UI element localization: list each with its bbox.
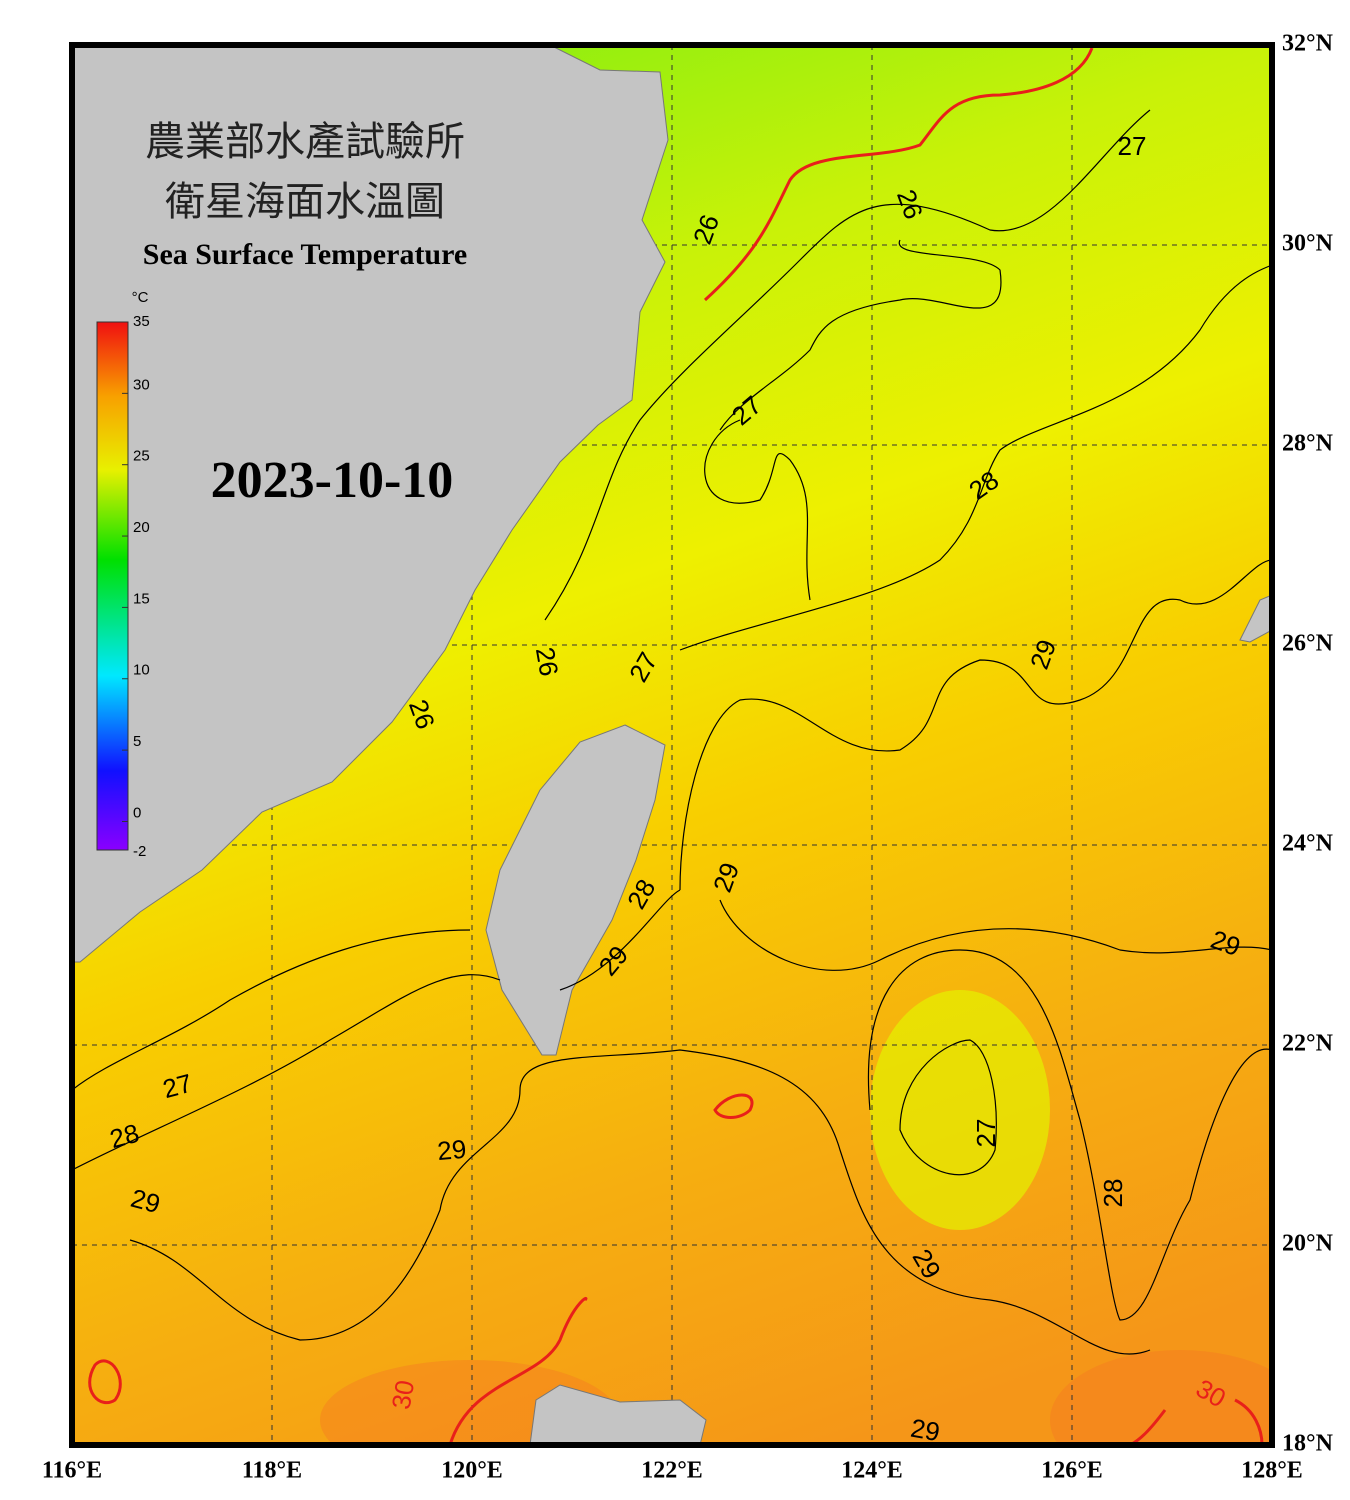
contour-label: 28 (1098, 1179, 1128, 1208)
colorbar-label: 25 (133, 448, 150, 465)
luzon (529, 1384, 707, 1445)
lon-label: 118°E (242, 1458, 302, 1484)
colorbar-label: 30 (133, 376, 150, 393)
contour-line (544, 109, 1151, 621)
lon-label: 126°E (1041, 1458, 1103, 1484)
contour-label: 30 (386, 1378, 421, 1412)
contour-line (679, 559, 1272, 891)
map-frame (69, 42, 1275, 1448)
colorbar-label: 5 (133, 733, 141, 750)
contour-line (704, 419, 811, 601)
contour-line (719, 239, 1002, 431)
contour-line (719, 899, 1272, 971)
colorbar-label: 15 (133, 590, 150, 607)
contour-line (679, 264, 1272, 651)
lat-label: 24°N (1282, 831, 1334, 857)
lat-label: 30°N (1282, 231, 1334, 257)
island (1239, 594, 1272, 643)
contour-line (899, 1039, 997, 1176)
lat-label: 20°N (1282, 1231, 1334, 1257)
map-area (72, 45, 1272, 1445)
date: 2023-10-10 (211, 452, 454, 509)
contour-line (72, 929, 471, 1091)
contour-label: 29 (909, 1413, 943, 1448)
contour-label: 29 (436, 1134, 467, 1166)
colorbar (96, 321, 129, 851)
lon-label: 128°E (1241, 1458, 1303, 1484)
lat-label: 32°N (1282, 31, 1334, 57)
title-line: 衛星海面水溫圖 (165, 179, 445, 225)
warm-patch (1050, 1350, 1272, 1445)
lat-label: 28°N (1282, 431, 1334, 457)
taiwan (485, 724, 666, 1056)
lat-label: 18°N (1282, 1431, 1334, 1457)
title-line: 農業部水產試驗所 (145, 119, 465, 165)
colorbar-unit: °C (132, 289, 149, 306)
contour-label: 27 (971, 1119, 1001, 1148)
cool-eddy (870, 990, 1050, 1230)
contour-label: 27 (1118, 131, 1147, 161)
contour-line (713, 1093, 754, 1119)
lon-label: 124°E (841, 1458, 903, 1484)
lon-label: 120°E (441, 1458, 503, 1484)
lat-label: 22°N (1282, 1031, 1334, 1057)
contour-line (703, 47, 1094, 302)
contour-line (88, 1359, 122, 1404)
contour-line (867, 949, 1272, 1321)
contour-label: 26 (530, 645, 565, 679)
colorbar-label: -2 (133, 843, 146, 860)
contour-line (448, 1296, 588, 1445)
contour-line (129, 1049, 1151, 1355)
colorbar-label: 10 (133, 662, 150, 679)
lon-label: 116°E (42, 1458, 102, 1484)
colorbar-label: 20 (133, 519, 150, 536)
contour-line (72, 889, 681, 1171)
colorbar-label: 35 (133, 313, 150, 330)
lat-label: 26°N (1282, 631, 1334, 657)
lon-label: 122°E (641, 1458, 703, 1484)
subtitle: Sea Surface Temperature (143, 238, 467, 271)
mainland-china (72, 45, 669, 963)
colorbar-label: 0 (133, 804, 141, 821)
